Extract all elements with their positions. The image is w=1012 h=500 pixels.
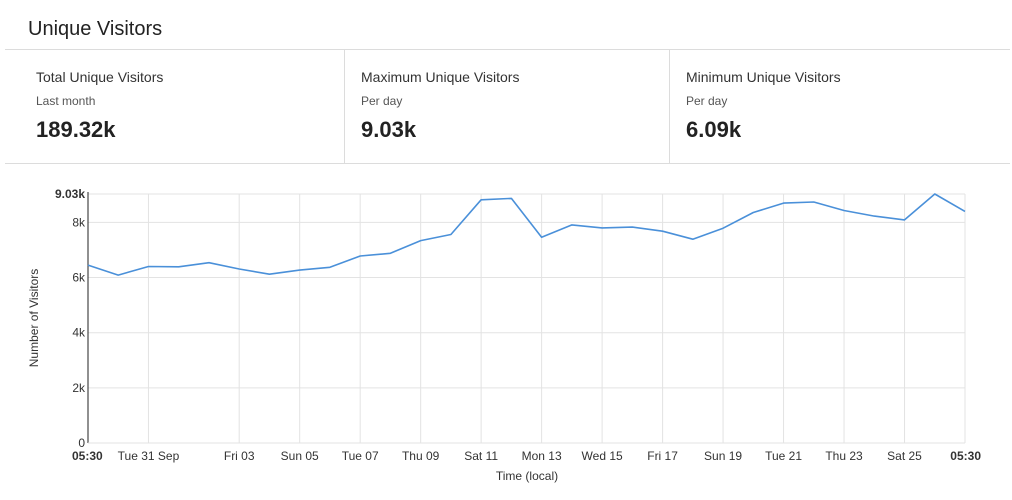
data-point[interactable] xyxy=(660,229,665,234)
stat-label: Minimum Unique Visitors xyxy=(686,69,841,85)
data-point[interactable] xyxy=(690,237,695,242)
x-tick-label: Tue 07 xyxy=(342,449,379,463)
data-point[interactable] xyxy=(267,272,272,277)
y-tick-label: 6k xyxy=(72,271,86,285)
stats-divider xyxy=(5,163,1010,164)
stat-divider xyxy=(344,50,345,163)
y-tick-label: 9.03k xyxy=(55,187,85,201)
stat-subtitle: Last month xyxy=(36,94,96,108)
data-point[interactable] xyxy=(811,199,816,204)
data-point[interactable] xyxy=(721,226,726,231)
data-point[interactable] xyxy=(630,225,635,230)
data-point[interactable] xyxy=(872,214,877,219)
x-tick-label: Wed 15 xyxy=(582,449,623,463)
stat-label: Maximum Unique Visitors xyxy=(361,69,520,85)
data-point[interactable] xyxy=(751,210,756,215)
series[interactable] xyxy=(86,192,968,278)
data-point[interactable] xyxy=(963,209,968,214)
y-tick-label: 8k xyxy=(72,215,86,229)
x-tick-label: Sun 05 xyxy=(281,449,319,463)
data-point[interactable] xyxy=(479,197,484,202)
stat-value: 9.03k xyxy=(361,117,417,142)
x-tick-label: Sat 11 xyxy=(464,449,498,463)
data-point[interactable] xyxy=(176,264,181,269)
header-divider xyxy=(5,49,1010,50)
stat-minimum-unique-visitors: Minimum Unique Visitors Per day 6.09k xyxy=(686,50,986,162)
data-point[interactable] xyxy=(842,208,847,213)
stat-total-unique-visitors: Total Unique Visitors Last month 189.32k xyxy=(36,50,336,162)
data-point[interactable] xyxy=(902,217,907,222)
stat-value: 189.32k xyxy=(36,117,116,142)
x-tick-label: 05:30 xyxy=(950,449,981,463)
x-tick-label: Sun 19 xyxy=(704,449,742,463)
y-tick-label: 2k xyxy=(72,381,86,395)
stat-subtitle: Per day xyxy=(361,94,403,108)
data-point[interactable] xyxy=(509,196,514,201)
x-tick-label: Thu 23 xyxy=(825,449,863,463)
data-point[interactable] xyxy=(206,260,211,265)
stat-value: 6.09k xyxy=(686,117,742,142)
data-point[interactable] xyxy=(418,238,423,243)
x-tick-label: Tue 31 Sep xyxy=(118,449,180,463)
data-point[interactable] xyxy=(539,235,544,240)
data-point[interactable] xyxy=(781,201,786,206)
x-tick-label: 05:30 xyxy=(72,449,103,463)
data-point[interactable] xyxy=(932,192,937,197)
data-point[interactable] xyxy=(388,251,393,256)
data-point[interactable] xyxy=(146,264,151,269)
y-tick-label: 4k xyxy=(72,326,86,340)
x-tick-label: Fri 03 xyxy=(224,449,255,463)
x-tick-label: Thu 09 xyxy=(402,449,440,463)
grid xyxy=(88,193,966,443)
page-title: Unique Visitors xyxy=(28,18,163,40)
stat-subtitle: Per day xyxy=(686,94,728,108)
data-point[interactable] xyxy=(237,267,242,272)
x-tick-label: Mon 13 xyxy=(522,449,562,463)
x-axis-label: Time (local) xyxy=(496,469,558,483)
visitors-series-line[interactable] xyxy=(87,193,966,276)
data-point[interactable] xyxy=(600,225,605,230)
y-tick-label: 0 xyxy=(78,436,85,450)
data-point[interactable] xyxy=(86,263,91,268)
data-point[interactable] xyxy=(448,232,453,237)
data-point[interactable] xyxy=(327,265,332,270)
x-tick-label: Sat 25 xyxy=(887,449,922,463)
data-point[interactable] xyxy=(297,268,302,273)
axes: 0 2k 4k 6k 8k 9.03k 05:30 Tue 31 Sep Fri 03 Sun 0… xyxy=(55,187,981,463)
y-axis-label: Number of Visitors xyxy=(27,269,41,367)
data-point[interactable] xyxy=(116,273,121,278)
stat-label: Total Unique Visitors xyxy=(36,69,164,85)
data-point[interactable] xyxy=(569,222,574,227)
stat-divider xyxy=(669,50,670,163)
x-tick-label: Fri 17 xyxy=(647,449,678,463)
x-tick-label: Tue 21 xyxy=(765,449,802,463)
data-point[interactable] xyxy=(358,254,363,259)
stat-maximum-unique-visitors: Maximum Unique Visitors Per day 9.03k xyxy=(361,50,661,162)
